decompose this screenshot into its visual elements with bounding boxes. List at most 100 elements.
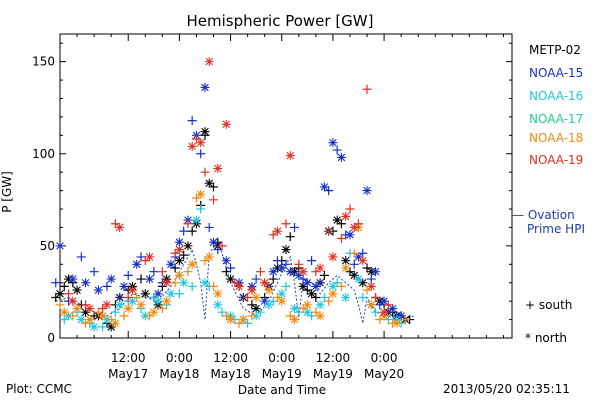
point-north-noaa15 bbox=[221, 256, 231, 266]
point-north-metp02 bbox=[55, 289, 65, 299]
point-south-noaa18 bbox=[132, 292, 142, 302]
point-north-noaa15 bbox=[336, 152, 346, 162]
point-south-noaa19 bbox=[255, 267, 265, 277]
point-south-noaa18 bbox=[200, 256, 210, 266]
point-south-noaa18 bbox=[375, 315, 385, 325]
point-north-metp02 bbox=[183, 241, 193, 251]
point-north-noaa15 bbox=[311, 281, 321, 291]
point-south-noaa19 bbox=[324, 226, 334, 236]
point-south-noaa19 bbox=[243, 292, 253, 302]
point-south-noaa19 bbox=[170, 248, 180, 258]
point-north-noaa16 bbox=[302, 307, 312, 317]
point-north-noaa15 bbox=[268, 267, 278, 277]
point-south-noaa16 bbox=[149, 292, 159, 302]
point-south-noaa16 bbox=[358, 292, 368, 302]
point-south-noaa18 bbox=[221, 311, 231, 321]
point-south-noaa19 bbox=[209, 195, 219, 205]
x-tick-time-3: 0:00 bbox=[268, 351, 295, 365]
point-south-noaa18 bbox=[209, 281, 219, 291]
point-south-noaa18 bbox=[311, 307, 321, 317]
point-north-noaa16 bbox=[191, 215, 201, 225]
point-south-noaa18 bbox=[298, 304, 308, 314]
point-north-noaa19 bbox=[85, 304, 95, 314]
point-north-noaa16 bbox=[290, 304, 300, 314]
point-south-noaa18 bbox=[157, 304, 167, 314]
x-tick-date-3: May19 bbox=[262, 367, 302, 381]
point-north-noaa15 bbox=[93, 285, 103, 295]
point-north-metp02 bbox=[341, 256, 351, 266]
point-south-noaa15 bbox=[226, 263, 236, 273]
point-north-noaa18 bbox=[174, 270, 184, 280]
point-north-metp02 bbox=[81, 307, 91, 317]
point-south-noaa19 bbox=[311, 267, 321, 277]
point-south-noaa15 bbox=[281, 259, 291, 269]
point-north-noaa18 bbox=[110, 318, 120, 328]
point-north-noaa15 bbox=[145, 274, 155, 284]
point-south-metp02 bbox=[136, 274, 146, 284]
point-south-noaa16 bbox=[371, 307, 381, 317]
point-north-noaa15 bbox=[277, 263, 287, 273]
point-south-noaa19 bbox=[110, 219, 120, 229]
point-south-noaa15 bbox=[349, 259, 359, 269]
point-south-noaa16 bbox=[307, 311, 317, 321]
point-south-noaa16 bbox=[268, 296, 278, 306]
point-south-noaa15 bbox=[290, 222, 300, 232]
point-south-noaa15 bbox=[315, 278, 325, 288]
point-north-noaa19 bbox=[102, 300, 112, 310]
legend-noaa16: NOAA-16 bbox=[529, 89, 584, 103]
point-north-noaa19 bbox=[234, 281, 244, 291]
point-north-metp02 bbox=[204, 178, 214, 188]
point-south-metp02 bbox=[247, 300, 257, 310]
y-tick-label-2: 100 bbox=[32, 147, 55, 161]
point-south-metp02 bbox=[336, 219, 346, 229]
point-south-noaa15 bbox=[123, 270, 133, 280]
point-north-noaa16 bbox=[115, 300, 125, 310]
point-north-metp02 bbox=[226, 274, 236, 284]
point-south-noaa19 bbox=[268, 230, 278, 240]
point-north-noaa18 bbox=[85, 315, 95, 325]
point-south-noaa19 bbox=[353, 219, 363, 229]
marker-key-north: * north bbox=[525, 331, 568, 345]
x-tick-date-0: May17 bbox=[108, 367, 148, 381]
point-north-noaa19 bbox=[349, 222, 359, 232]
point-south-noaa15 bbox=[51, 278, 61, 288]
x-tick-time-1: 0:00 bbox=[166, 351, 193, 365]
point-south-noaa18 bbox=[234, 318, 244, 328]
point-north-noaa15 bbox=[119, 281, 129, 291]
point-north-noaa15 bbox=[106, 274, 116, 284]
point-south-noaa19 bbox=[294, 259, 304, 269]
point-north-noaa19 bbox=[358, 256, 368, 266]
point-north-noaa16 bbox=[353, 274, 363, 284]
point-north-metp02 bbox=[174, 256, 184, 266]
point-north-noaa18 bbox=[290, 315, 300, 325]
legend-noaa17: NOAA-17 bbox=[529, 112, 584, 126]
point-south-noaa18 bbox=[247, 311, 257, 321]
point-north-noaa15 bbox=[260, 296, 270, 306]
point-north-noaa15 bbox=[345, 230, 355, 240]
point-south-metp02 bbox=[311, 292, 321, 302]
x-tick-time-0: 12:00 bbox=[111, 351, 146, 365]
marker-key-south: + south bbox=[525, 298, 573, 312]
point-south-noaa19 bbox=[191, 134, 201, 144]
point-south-noaa19 bbox=[183, 219, 193, 229]
point-south-noaa18 bbox=[68, 311, 78, 321]
point-south-noaa15 bbox=[332, 145, 342, 155]
point-north-metp02 bbox=[72, 285, 82, 295]
point-south-noaa18 bbox=[55, 300, 65, 310]
point-north-noaa18 bbox=[315, 311, 325, 321]
point-north-noaa18 bbox=[204, 252, 214, 262]
point-north-noaa15 bbox=[362, 186, 372, 196]
point-north-noaa16 bbox=[213, 300, 223, 310]
point-north-noaa16 bbox=[341, 292, 351, 302]
point-north-metp02 bbox=[200, 127, 210, 137]
x-tick-time-5: 0:00 bbox=[371, 351, 398, 365]
point-north-noaa18 bbox=[149, 307, 159, 317]
point-south-noaa19 bbox=[336, 234, 346, 244]
y-tick-label-1: 50 bbox=[40, 239, 55, 253]
point-north-noaa15 bbox=[200, 82, 210, 92]
point-north-noaa18 bbox=[302, 300, 312, 310]
point-north-metp02 bbox=[332, 215, 342, 225]
point-north-noaa15 bbox=[302, 278, 312, 288]
point-south-noaa16 bbox=[217, 307, 227, 317]
